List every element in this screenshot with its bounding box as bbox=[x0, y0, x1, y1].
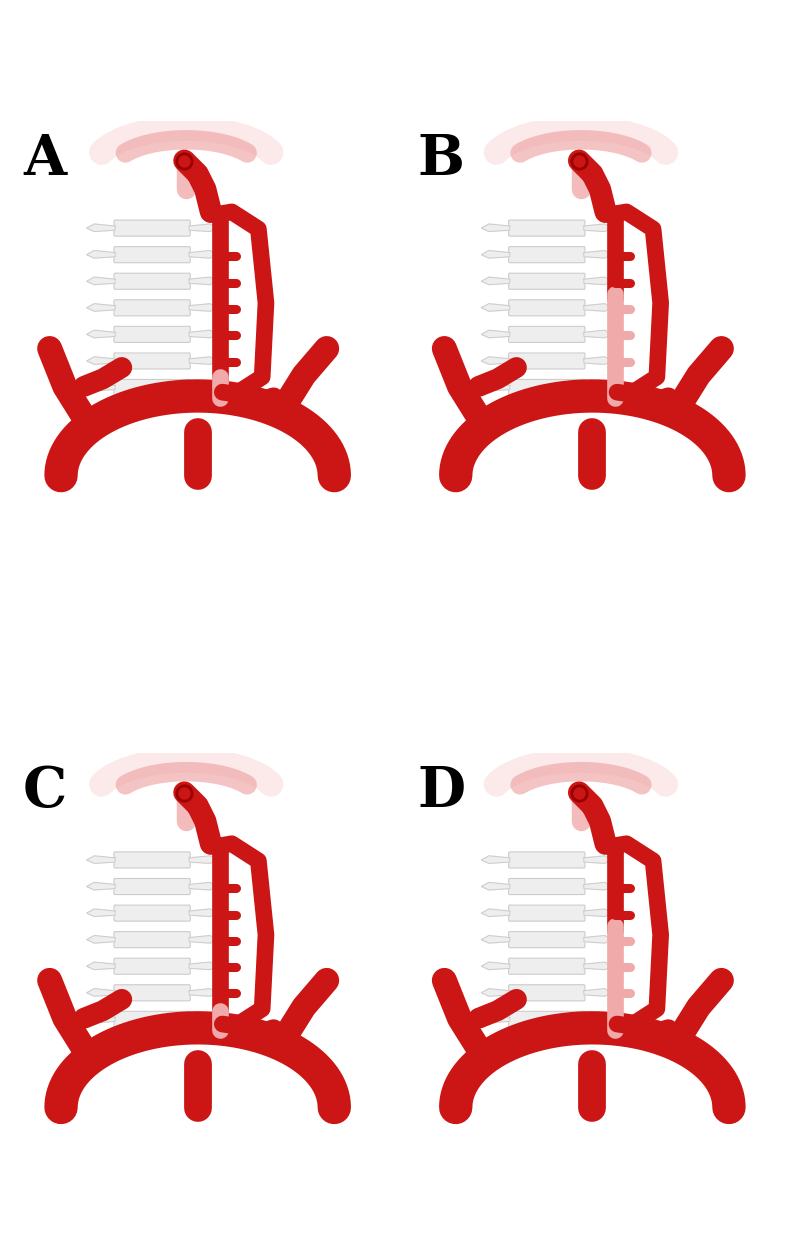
Polygon shape bbox=[481, 277, 510, 284]
Polygon shape bbox=[481, 962, 510, 970]
Polygon shape bbox=[189, 277, 217, 284]
FancyBboxPatch shape bbox=[114, 985, 190, 1001]
Polygon shape bbox=[87, 277, 115, 284]
FancyBboxPatch shape bbox=[509, 221, 585, 236]
Polygon shape bbox=[584, 989, 612, 996]
Polygon shape bbox=[584, 908, 612, 916]
Polygon shape bbox=[584, 882, 612, 890]
FancyBboxPatch shape bbox=[509, 932, 585, 947]
Polygon shape bbox=[189, 303, 217, 311]
Polygon shape bbox=[87, 962, 115, 970]
Polygon shape bbox=[87, 1015, 115, 1022]
Polygon shape bbox=[481, 908, 510, 916]
Polygon shape bbox=[87, 936, 115, 944]
Polygon shape bbox=[189, 856, 217, 863]
FancyBboxPatch shape bbox=[509, 852, 585, 868]
FancyBboxPatch shape bbox=[114, 932, 190, 947]
FancyBboxPatch shape bbox=[509, 247, 585, 263]
Polygon shape bbox=[481, 856, 510, 863]
Polygon shape bbox=[189, 962, 217, 970]
Polygon shape bbox=[189, 251, 217, 258]
Polygon shape bbox=[87, 882, 115, 890]
FancyBboxPatch shape bbox=[114, 380, 190, 396]
Polygon shape bbox=[584, 936, 612, 944]
Polygon shape bbox=[87, 224, 115, 232]
Polygon shape bbox=[584, 224, 612, 232]
Polygon shape bbox=[584, 277, 612, 284]
Polygon shape bbox=[189, 989, 217, 996]
Polygon shape bbox=[87, 331, 115, 338]
Polygon shape bbox=[189, 882, 217, 890]
FancyBboxPatch shape bbox=[114, 326, 190, 342]
Polygon shape bbox=[87, 251, 115, 258]
Polygon shape bbox=[584, 331, 612, 338]
Polygon shape bbox=[481, 357, 510, 365]
Polygon shape bbox=[481, 251, 510, 258]
FancyBboxPatch shape bbox=[114, 959, 190, 975]
Polygon shape bbox=[87, 383, 115, 391]
Polygon shape bbox=[481, 383, 510, 391]
FancyBboxPatch shape bbox=[509, 905, 585, 921]
Text: C: C bbox=[23, 764, 67, 819]
FancyBboxPatch shape bbox=[114, 247, 190, 263]
FancyBboxPatch shape bbox=[509, 326, 585, 342]
FancyBboxPatch shape bbox=[509, 273, 585, 289]
Polygon shape bbox=[481, 303, 510, 311]
FancyBboxPatch shape bbox=[114, 221, 190, 236]
FancyBboxPatch shape bbox=[509, 380, 585, 396]
FancyBboxPatch shape bbox=[114, 273, 190, 289]
Polygon shape bbox=[584, 962, 612, 970]
FancyBboxPatch shape bbox=[114, 878, 190, 895]
Polygon shape bbox=[87, 856, 115, 863]
Polygon shape bbox=[87, 357, 115, 365]
FancyBboxPatch shape bbox=[509, 353, 585, 368]
Polygon shape bbox=[481, 936, 510, 944]
Polygon shape bbox=[584, 303, 612, 311]
Polygon shape bbox=[87, 989, 115, 996]
Polygon shape bbox=[189, 224, 217, 232]
Polygon shape bbox=[87, 908, 115, 916]
Polygon shape bbox=[481, 331, 510, 338]
Polygon shape bbox=[481, 1015, 510, 1022]
Polygon shape bbox=[189, 908, 217, 916]
FancyBboxPatch shape bbox=[509, 878, 585, 895]
Polygon shape bbox=[189, 331, 217, 338]
Polygon shape bbox=[584, 856, 612, 863]
Polygon shape bbox=[87, 303, 115, 311]
FancyBboxPatch shape bbox=[509, 1011, 585, 1027]
FancyBboxPatch shape bbox=[509, 959, 585, 975]
FancyBboxPatch shape bbox=[114, 905, 190, 921]
FancyBboxPatch shape bbox=[114, 1011, 190, 1027]
Polygon shape bbox=[584, 383, 612, 391]
Polygon shape bbox=[189, 936, 217, 944]
Polygon shape bbox=[189, 383, 217, 391]
Text: A: A bbox=[23, 133, 66, 187]
Text: B: B bbox=[418, 133, 465, 187]
Polygon shape bbox=[481, 882, 510, 890]
FancyBboxPatch shape bbox=[509, 299, 585, 316]
Polygon shape bbox=[584, 357, 612, 365]
FancyBboxPatch shape bbox=[509, 985, 585, 1001]
Polygon shape bbox=[189, 1015, 217, 1022]
Polygon shape bbox=[584, 1015, 612, 1022]
Polygon shape bbox=[481, 224, 510, 232]
FancyBboxPatch shape bbox=[114, 299, 190, 316]
Polygon shape bbox=[481, 989, 510, 996]
Text: D: D bbox=[418, 764, 466, 819]
FancyBboxPatch shape bbox=[114, 852, 190, 868]
FancyBboxPatch shape bbox=[114, 353, 190, 368]
Polygon shape bbox=[584, 251, 612, 258]
Polygon shape bbox=[189, 357, 217, 365]
